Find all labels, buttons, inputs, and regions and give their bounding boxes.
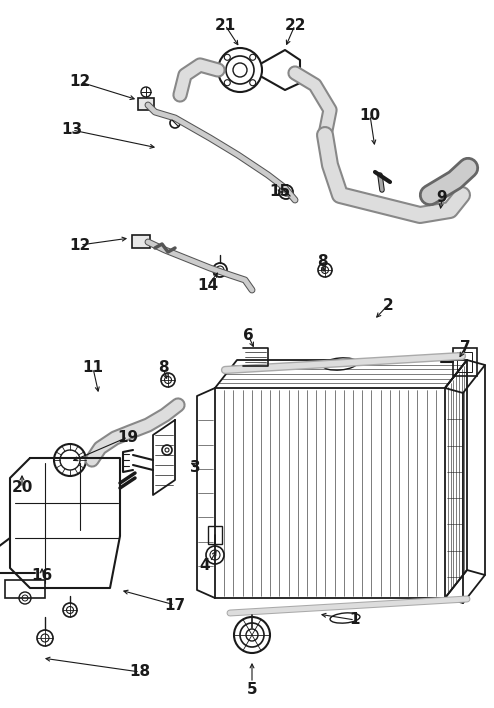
Bar: [208, 526, 222, 544]
Text: 4: 4: [200, 557, 210, 573]
Text: 9: 9: [437, 190, 447, 205]
Text: 11: 11: [82, 360, 104, 375]
Text: 7: 7: [460, 341, 470, 355]
Text: 15: 15: [269, 185, 290, 200]
Text: 20: 20: [11, 481, 33, 496]
Text: 14: 14: [198, 278, 218, 292]
Text: 19: 19: [118, 430, 138, 445]
Text: 21: 21: [214, 18, 236, 33]
Text: 5: 5: [247, 683, 257, 697]
Text: 13: 13: [61, 122, 82, 137]
Text: 3: 3: [190, 459, 200, 474]
Text: 12: 12: [69, 237, 90, 253]
Bar: [457, 352, 472, 372]
Text: 8: 8: [317, 254, 328, 270]
Text: 16: 16: [32, 568, 53, 583]
Text: 1: 1: [350, 612, 360, 627]
Bar: [5, 580, 45, 598]
Bar: [215, 388, 445, 598]
Text: 22: 22: [284, 18, 306, 33]
Text: 17: 17: [165, 598, 186, 612]
Bar: [138, 98, 154, 110]
Text: 10: 10: [360, 108, 380, 122]
Bar: [453, 348, 477, 376]
Text: 6: 6: [243, 328, 253, 343]
Text: 8: 8: [158, 360, 168, 375]
Bar: [132, 235, 150, 248]
Text: 18: 18: [129, 665, 151, 680]
Text: 2: 2: [383, 297, 393, 312]
Text: 12: 12: [69, 74, 90, 89]
